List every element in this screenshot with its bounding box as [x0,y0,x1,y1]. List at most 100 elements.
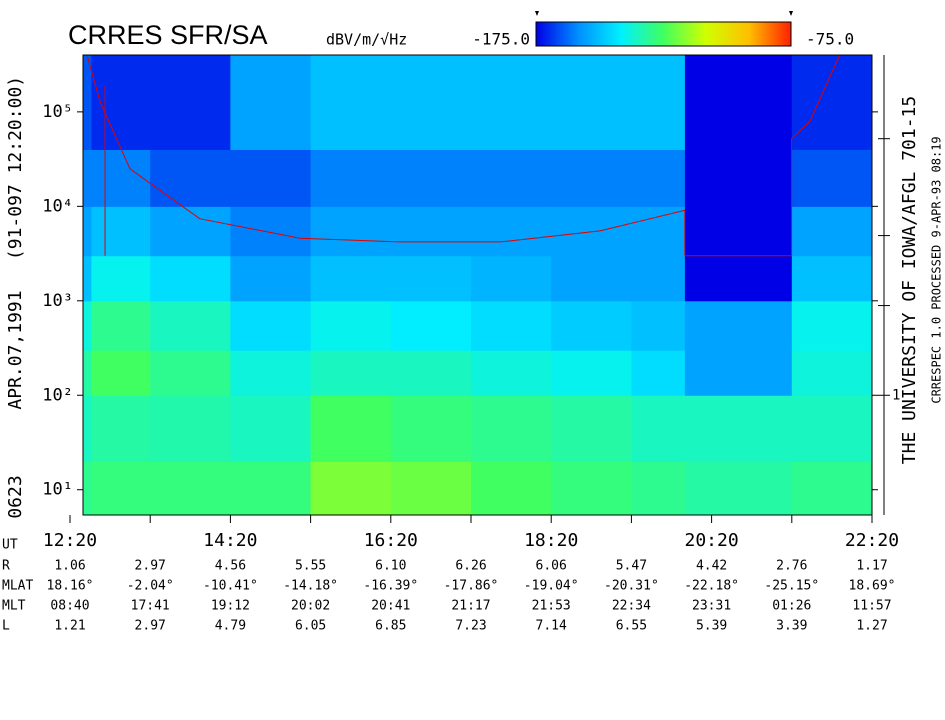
spectrogram-cell [390,206,472,257]
y2-tick-label: 1 [892,387,900,403]
ephemeris-value: -10.41° [203,579,258,594]
ephemeris-value: 18.69° [849,579,896,594]
spectrogram-cell [83,350,92,396]
spectrogram-cell [150,395,231,462]
ephemeris-value: -2.04° [127,579,174,594]
ephemeris-value: 1.17 [856,559,887,574]
spectrogram-cell [471,149,552,207]
spectrogram-cell [310,350,392,396]
ephemeris-value: 08:40 [50,599,89,614]
ephemeris-value: 11:57 [852,599,891,614]
ephemeris-value: -16.39° [363,579,418,594]
spectrogram-cell [390,395,472,462]
spectrogram-cell [471,206,552,257]
ephemeris-value: 2.76 [776,559,807,574]
spectrogram-cell [150,461,231,516]
spectrogram-cell [230,149,312,207]
spectrogram-cell [631,350,686,396]
spectrogram-cell [83,300,92,351]
ephemeris-value: 5.47 [616,559,647,574]
colorbar-marker [789,11,793,16]
ephemeris-value: 23:31 [692,599,731,614]
spectrogram-cell [83,206,92,257]
spectrogram-cell [310,461,392,516]
spectrogram-cell [390,149,472,207]
ephemeris-value: 01:26 [772,599,811,614]
spectrogram-cell [684,55,793,150]
spectrogram-cell [83,55,92,150]
ephemeris-value: 18.16° [47,579,94,594]
spectrogram-cell [83,461,92,516]
spectrogram-cell [310,300,392,351]
left-label: 0623 [5,475,26,518]
spectrogram-cell [471,350,552,396]
ephemeris-value: 7.14 [536,619,567,634]
ephemeris-value: -17.86° [444,579,499,594]
ephemeris-value: 2.97 [135,559,166,574]
spectrogram-cell [390,350,472,396]
spectrogram-cell [91,206,151,257]
spectrogram-cell [631,300,686,351]
spectrogram-cell [791,461,873,516]
spectrogram-cell [230,461,312,516]
ephemeris-value: 5.55 [295,559,326,574]
spectrogram-cell [91,461,151,516]
spectrogram-cell [684,149,793,207]
left-label: (91-097 12:20:00) [5,76,26,260]
spectrogram-cell [390,255,472,302]
right-label: CRRESPEC 1.0 PROCESSED 9-APR-93 08:19 [930,136,944,403]
spectrogram-cell [230,300,312,351]
ephemeris-value: 1.27 [856,619,887,634]
ephemeris-value: 6.55 [616,619,647,634]
spectrogram-cell [684,206,793,257]
spectrogram-cell [551,300,632,351]
spectrogram-cell [551,255,632,302]
spectrogram-cell [150,149,231,207]
spectrogram-cell [91,55,151,150]
spectrogram-cell [390,300,472,351]
spectrogram-cell [631,395,686,462]
spectrogram-cell [791,350,873,396]
spectrogram-cell [150,300,231,351]
y-tick-label: 10¹ [42,480,73,500]
ephemeris-value: 1.21 [54,619,85,634]
y-tick-label: 10² [42,385,73,405]
spectrogram-cell [310,206,392,257]
ephemeris-label: L [2,619,10,634]
ephemeris-value: -25.15° [764,579,819,594]
spectrogram-cell [310,149,392,207]
colorbar-marker [535,11,539,16]
ephemeris-value: -20.31° [604,579,659,594]
x-tick-label: 12:20 [43,530,97,551]
spectrogram-cell [791,149,873,207]
spectrogram-cell [230,206,312,257]
spectrogram-cell [551,350,632,396]
spectrogram-cell [230,395,312,462]
ephemeris-value: 4.79 [215,619,246,634]
ephemeris-value: -14.18° [283,579,338,594]
spectrogram-cell [631,255,686,302]
spectrogram-cell [310,255,392,302]
ephemeris-label: UT [2,538,18,553]
x-tick-label: 22:20 [845,530,899,551]
spectrogram-cell [551,461,632,516]
spectrogram-cell [684,395,793,462]
left-label: APR.07,1991 [5,290,26,409]
ephemeris-value: 6.26 [455,559,486,574]
spectrogram [83,55,873,516]
spectrogram-cell [91,350,151,396]
ephemeris-value: 1.06 [54,559,85,574]
spectrogram-cell [91,300,151,351]
ephemeris-value: 6.85 [375,619,406,634]
ephemeris-value: 6.05 [295,619,326,634]
ephemeris-value: -22.18° [684,579,739,594]
ephemeris-value: 2.97 [135,619,166,634]
spectrogram-cell [551,55,632,150]
y-tick-label: 10⁴ [42,196,73,216]
spectrogram-cell [791,255,873,302]
spectrogram-cell [551,149,632,207]
spectrogram-cell [83,149,92,207]
x-tick-label: 16:20 [364,530,418,551]
colorbar [535,21,792,47]
